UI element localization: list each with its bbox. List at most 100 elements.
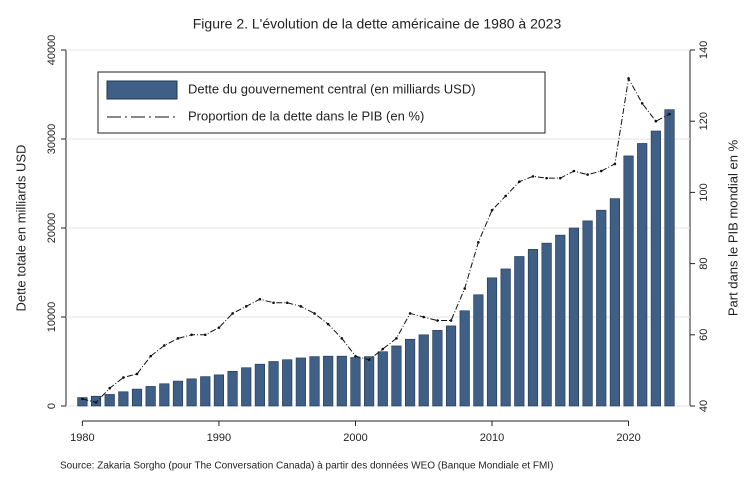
- source-note: Source: Zakaria Sorgho (pour The Convers…: [60, 461, 553, 472]
- line-marker: [640, 102, 644, 105]
- bar: [596, 209, 607, 407]
- y2-axis-title: Part dans le PIB mondial en %: [725, 139, 740, 316]
- legend-label: Dette du gouvernement central (en millia…: [188, 81, 476, 96]
- bar: [118, 391, 129, 407]
- bar: [541, 242, 552, 407]
- line-marker: [81, 397, 84, 401]
- line-marker: [518, 180, 521, 184]
- bar: [527, 249, 539, 407]
- bar: [200, 376, 211, 407]
- bar: [445, 325, 457, 407]
- bar: [514, 256, 525, 407]
- bar: [364, 356, 375, 407]
- line-marker: [545, 176, 548, 180]
- bar: [104, 394, 115, 407]
- line-marker: [627, 77, 630, 80]
- bar: [405, 338, 416, 407]
- line-marker: [326, 322, 330, 326]
- line-marker: [203, 333, 207, 337]
- line-marker: [586, 173, 589, 176]
- y-tick-label: 30000: [46, 124, 58, 155]
- bar: [213, 374, 225, 407]
- bar: [227, 370, 238, 407]
- line: [82, 76, 670, 403]
- y2-tick-label: 60: [698, 329, 710, 341]
- line-marker: [258, 297, 262, 301]
- bar: [609, 198, 620, 407]
- bar: [432, 330, 443, 407]
- line-marker: [135, 372, 139, 376]
- line-marker: [613, 162, 617, 166]
- line-marker: [94, 401, 98, 404]
- y-tick-label: 10000: [46, 302, 58, 333]
- bar: [90, 395, 102, 407]
- bar: [377, 351, 388, 407]
- line-marker: [354, 354, 357, 358]
- x-tick-label: 2020: [616, 432, 640, 444]
- bar: [268, 361, 279, 407]
- bar: [650, 130, 661, 407]
- x-tick-label: 2010: [480, 432, 504, 444]
- line-marker: [217, 326, 221, 329]
- bar: [241, 367, 252, 407]
- y2-tick-label: 120: [698, 112, 710, 130]
- line-marker: [285, 301, 289, 305]
- line-marker: [231, 312, 234, 315]
- line-marker: [599, 169, 603, 173]
- bar: [172, 380, 184, 407]
- chart-title: Figure 2. L'évolution de la dette améric…: [193, 16, 562, 32]
- bar: [555, 234, 566, 407]
- line-marker: [572, 169, 576, 173]
- bar: [582, 220, 593, 407]
- bar: [486, 277, 498, 407]
- line-marker: [299, 305, 303, 308]
- line-marker: [558, 176, 562, 180]
- line-marker: [449, 319, 453, 322]
- bar: [131, 388, 143, 407]
- line-marker: [244, 305, 248, 308]
- y-axis-title: Dette totale en milliards USD: [13, 145, 28, 312]
- line-marker: [654, 119, 658, 123]
- bar: [159, 383, 170, 407]
- line-marker: [149, 354, 152, 358]
- legend-swatch: [106, 80, 178, 100]
- bar: [664, 109, 675, 407]
- y-tick-label: 20000: [46, 213, 58, 244]
- x-tick-label: 2000: [343, 432, 367, 444]
- bar: [77, 397, 88, 407]
- bar: [623, 155, 634, 407]
- y-tick-label: 40000: [46, 35, 58, 66]
- bar: [418, 334, 429, 407]
- legend-label: Proportion de la dette dans le PIB (en %…: [188, 108, 424, 123]
- bar: [323, 355, 334, 407]
- line-marker: [367, 358, 371, 362]
- line-marker: [504, 194, 507, 198]
- line-marker: [381, 347, 385, 351]
- line-marker: [163, 344, 166, 347]
- bar: [145, 386, 156, 407]
- y-tick-label: 0: [46, 403, 58, 409]
- bar: [500, 268, 511, 407]
- line-marker: [272, 301, 275, 305]
- bar: [186, 378, 197, 407]
- y2-tick-label: 100: [698, 183, 710, 201]
- bar: [473, 294, 484, 407]
- y2-tick-label: 140: [698, 41, 710, 59]
- bar: [336, 355, 347, 407]
- line-marker: [531, 175, 535, 178]
- line-marker: [340, 337, 344, 340]
- bar: [637, 143, 648, 407]
- bar: [254, 363, 265, 407]
- line-marker: [490, 208, 494, 212]
- line-marker: [463, 287, 467, 290]
- line-marker: [477, 240, 480, 244]
- bar: [568, 227, 580, 407]
- line-marker: [422, 315, 426, 319]
- y2-tick-label: 40: [698, 400, 710, 412]
- line-marker: [395, 337, 398, 340]
- line-marker: [108, 386, 111, 390]
- bar: [391, 345, 402, 407]
- bar: [350, 357, 361, 407]
- line-marker: [408, 312, 412, 315]
